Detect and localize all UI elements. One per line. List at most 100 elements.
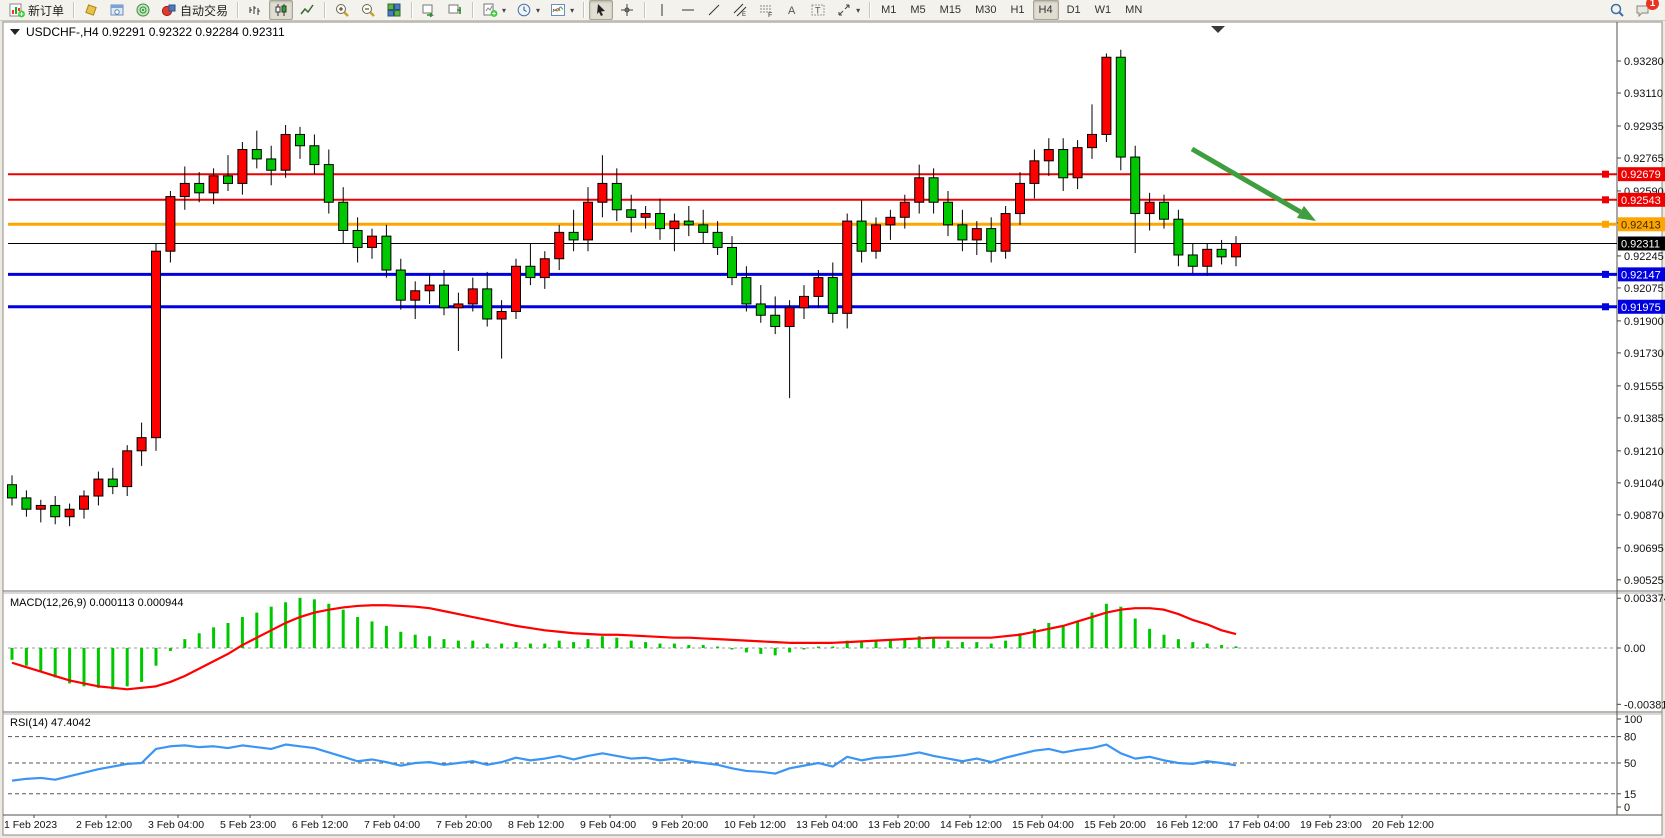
candle-up	[971, 228, 982, 241]
zoom-in-button[interactable]	[330, 0, 354, 20]
candle-up	[367, 235, 377, 248]
fibonacci-button[interactable]: F	[754, 0, 778, 20]
market-watch-button[interactable]	[79, 0, 103, 20]
timeframe-button-w1[interactable]: W1	[1094, 4, 1112, 16]
auto-trading-button[interactable]: 自动交易	[157, 0, 232, 20]
candle-down	[251, 149, 262, 160]
candle-up	[1087, 133, 1097, 149]
timeframe-button-m30[interactable]: M30	[975, 4, 997, 16]
current-price-chip-label: 0.92311	[1621, 238, 1660, 250]
candle-down	[525, 265, 536, 279]
time-tick-label: 9 Feb 04:00	[580, 819, 636, 831]
bar-chart-button[interactable]	[243, 0, 267, 20]
price-tick-label: 0.91900	[1624, 316, 1664, 328]
equidistant-channel-button[interactable]: E	[728, 0, 752, 20]
candle-up	[453, 303, 464, 309]
candle-down	[338, 201, 349, 231]
search-button[interactable]	[1605, 0, 1629, 20]
toolbar-separator	[869, 2, 871, 18]
candle-down	[943, 201, 953, 226]
zoom-out-icon	[360, 2, 376, 18]
timeframe-button-m15[interactable]: M15	[939, 4, 962, 16]
toolbar-separator	[73, 2, 75, 18]
symbol-dropdown-icon[interactable]	[10, 29, 20, 35]
cursor-button[interactable]	[589, 0, 614, 20]
candle-down	[21, 497, 32, 510]
vertical-line-button[interactable]	[650, 0, 674, 20]
price-tick-label: 0.93110	[1624, 88, 1663, 100]
candle-down	[381, 235, 392, 271]
hline-handle[interactable]	[1602, 196, 1609, 204]
trendline-button[interactable]	[702, 0, 726, 20]
arrows-button[interactable]: ▾	[832, 0, 864, 20]
timeframe-button-m1[interactable]: M1	[881, 4, 897, 16]
time-tick-label: 16 Feb 12:00	[1156, 819, 1218, 831]
candle-down	[755, 303, 766, 316]
trend-arrow-line[interactable]	[1190, 146, 1302, 215]
candle-down	[223, 175, 233, 184]
rsi-tick-label: 0	[1624, 802, 1630, 814]
candle-up	[640, 213, 651, 218]
time-tick-label: 10 Feb 12:00	[724, 819, 786, 831]
new-order-button[interactable]: 新订单	[5, 0, 68, 20]
text-label-button[interactable]: T	[806, 0, 830, 20]
price-tick-label: 0.90525	[1624, 575, 1664, 587]
timeframe-button-h1[interactable]: H1	[1010, 4, 1025, 16]
notifications-button[interactable]: 1	[1631, 0, 1659, 20]
chart-shift-icon	[447, 2, 463, 18]
timeframe-button-h4[interactable]: H4	[1032, 0, 1059, 20]
candle-up	[165, 196, 176, 252]
candle-down	[194, 182, 205, 194]
timeframe-button-m5[interactable]: M5	[910, 4, 926, 16]
vline-icon	[654, 2, 670, 18]
price-tick-label: 0.91730	[1624, 348, 1664, 360]
candle-down	[7, 484, 17, 499]
hline-icon	[680, 2, 696, 18]
tile-windows-button[interactable]	[382, 0, 406, 20]
horizontal-line-button[interactable]	[676, 0, 700, 20]
indicators-button[interactable]: ▾	[546, 0, 578, 20]
timeframe-button-mn[interactable]: MN	[1125, 4, 1143, 16]
toolbar-separator	[411, 2, 413, 18]
candle-down	[1058, 149, 1069, 179]
time-tick-label: 6 Feb 12:00	[292, 819, 348, 831]
hline-handle[interactable]	[1602, 303, 1609, 311]
new-chart-button[interactable]: ▾	[478, 0, 510, 20]
chart-shift-marker[interactable]	[1211, 26, 1225, 33]
candle-up	[914, 177, 925, 203]
crosshair-button[interactable]	[615, 0, 639, 20]
price-tick-label: 0.93280	[1624, 56, 1664, 68]
hline-price-chip	[1618, 217, 1665, 232]
time-tick-label: 3 Feb 04:00	[148, 819, 204, 831]
periods-button[interactable]: ▾	[512, 0, 544, 20]
candle-down	[957, 224, 968, 241]
zoom-out-button[interactable]	[356, 0, 380, 20]
time-tick-label: 20 Feb 12:00	[1372, 819, 1434, 831]
auto-trading-button-label: 自动交易	[180, 3, 229, 18]
hline-handle[interactable]	[1602, 270, 1609, 278]
notification-badge: 1	[1646, 0, 1659, 10]
text-button[interactable]: A	[780, 0, 804, 20]
toolbar-separator	[583, 2, 585, 18]
auto-arrange-button[interactable]	[417, 0, 441, 20]
time-tick-label: 1 Feb 2023	[4, 819, 57, 831]
current-price-chip	[1618, 236, 1665, 251]
candle-down	[827, 277, 838, 314]
data-window-button[interactable]	[105, 0, 129, 20]
candle-up	[410, 290, 421, 301]
chart-shift-button[interactable]	[443, 0, 467, 20]
candle-down	[295, 133, 305, 147]
zoom-in-icon	[334, 2, 350, 18]
hline-handle[interactable]	[1602, 170, 1609, 178]
chevron-down-icon: ▾	[570, 5, 575, 15]
svg-text:F: F	[768, 12, 772, 18]
rsi-tick-label: 50	[1624, 758, 1636, 770]
line-chart-button[interactable]	[295, 0, 319, 20]
candlestick-chart-button[interactable]	[269, 0, 294, 20]
timeframe-button-d1[interactable]: D1	[1066, 4, 1081, 16]
navigator-button[interactable]	[131, 0, 155, 20]
hline-handle[interactable]	[1602, 220, 1609, 228]
indicators-icon	[550, 2, 566, 18]
clock-icon	[516, 2, 532, 18]
